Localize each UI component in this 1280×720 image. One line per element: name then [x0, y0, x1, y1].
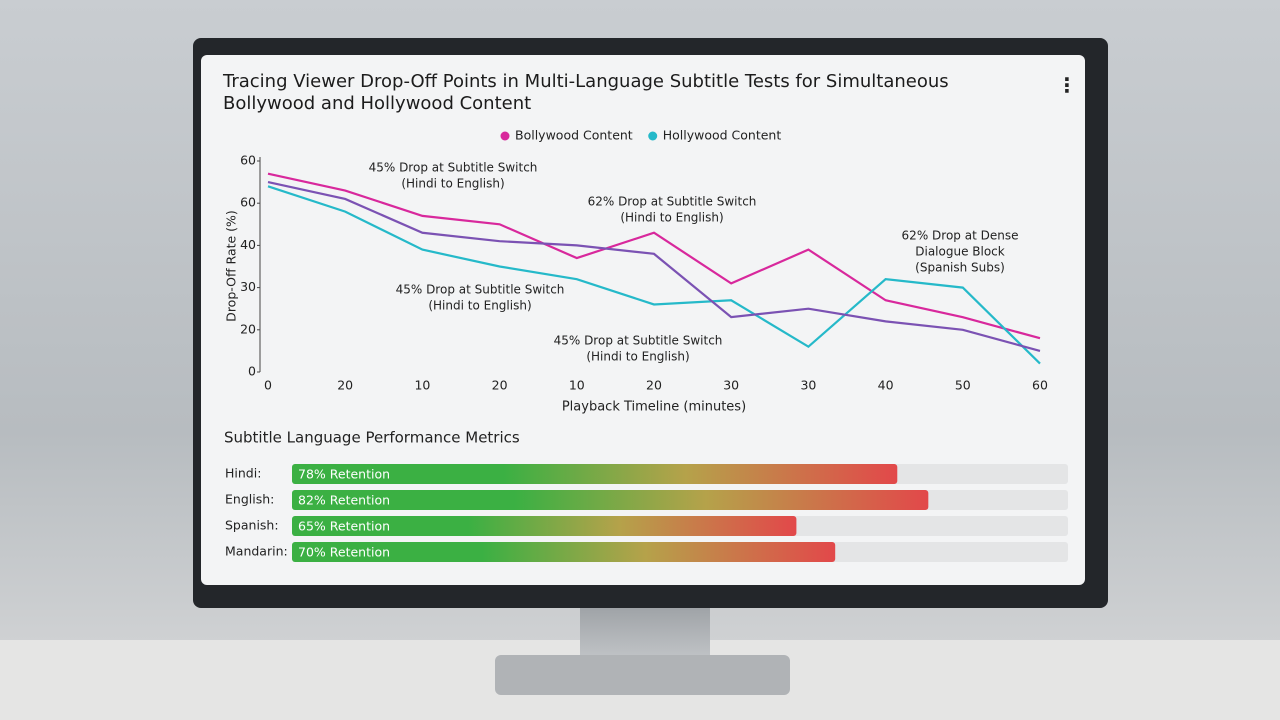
section-title: Subtitle Language Performance Metrics: [224, 429, 520, 447]
x-tick-label: 40: [878, 378, 894, 393]
y-axis-label: Drop-Off Rate (%): [224, 210, 239, 322]
y-tick-label: 0: [248, 364, 256, 379]
monitor-stand: [580, 606, 710, 664]
x-tick-label: 0: [264, 378, 272, 393]
x-tick-label: 30: [800, 378, 816, 393]
y-tick-label: 30: [240, 279, 256, 294]
bar-category: Mandarin:: [225, 544, 288, 559]
x-tick-label: 60: [1032, 378, 1048, 393]
annotation: 62% Drop at Dense: [902, 229, 1019, 243]
x-tick-label: 20: [646, 378, 662, 393]
data-line: [267, 185, 1041, 365]
bar-label: 65% Retention: [298, 519, 390, 534]
legend-marker: [648, 131, 658, 141]
y-tick-label: 60: [240, 153, 256, 168]
bar-category: English:: [225, 492, 274, 507]
y-tick-label: 60: [240, 195, 256, 210]
annotation: 62% Drop at Subtitle Switch: [588, 195, 757, 209]
bar: [292, 464, 898, 484]
bar: [292, 542, 836, 562]
menu-button[interactable]: ⋮: [1057, 73, 1077, 97]
bar-label: 70% Retention: [298, 545, 390, 560]
x-tick-label: 10: [569, 378, 585, 393]
annotation: 45% Drop at Subtitle Switch: [554, 334, 723, 348]
chart: 0 20 30 40 60 60 0 20 10 20 10 20 30 30 40 50 60 Playback…: [224, 128, 1068, 562]
y-tick-label: 20: [240, 321, 256, 336]
monitor-base: [495, 655, 790, 695]
data-line: [267, 181, 1041, 352]
legend-marker: [500, 131, 510, 141]
bar: [292, 516, 797, 536]
annotation: 45% Drop at Subtitle Switch: [396, 283, 565, 297]
bar-category: Hindi:: [225, 466, 261, 481]
y-tick-label: 40: [240, 237, 256, 252]
annotation: (Hindi to English): [620, 211, 723, 225]
annotation: (Hindi to English): [428, 299, 531, 313]
bar-category: Spanish:: [225, 518, 279, 533]
chart-title: Tracing Viewer Drop-Off Points in Multi-…: [223, 71, 949, 114]
annotation: (Spanish Subs): [915, 261, 1005, 275]
x-tick-label: 30: [723, 378, 739, 393]
annotation: 45% Drop at Subtitle Switch: [369, 161, 538, 175]
bar-label: 78% Retention: [298, 467, 390, 482]
legend-label: Hollywood Content: [663, 128, 782, 143]
x-tick-label: 20: [492, 378, 508, 393]
data-line: [267, 172, 1041, 340]
x-axis-label: Playback Timeline (minutes): [562, 400, 746, 415]
x-tick-label: 50: [955, 378, 971, 393]
annotation: (Hindi to English): [401, 177, 504, 191]
annotation: (Hindi to English): [586, 350, 689, 364]
annotation: Dialogue Block: [915, 245, 1005, 259]
bar: [292, 490, 929, 510]
legend-label: Bollywood Content: [515, 128, 633, 143]
x-tick-label: 20: [337, 378, 353, 393]
dashboard: 0 20 30 40 60 60 0 20 10 20 10 20 30 30 40 50 60 Playback…: [201, 55, 1085, 585]
bar-label: 82% Retention: [298, 493, 390, 508]
x-tick-label: 10: [414, 378, 430, 393]
